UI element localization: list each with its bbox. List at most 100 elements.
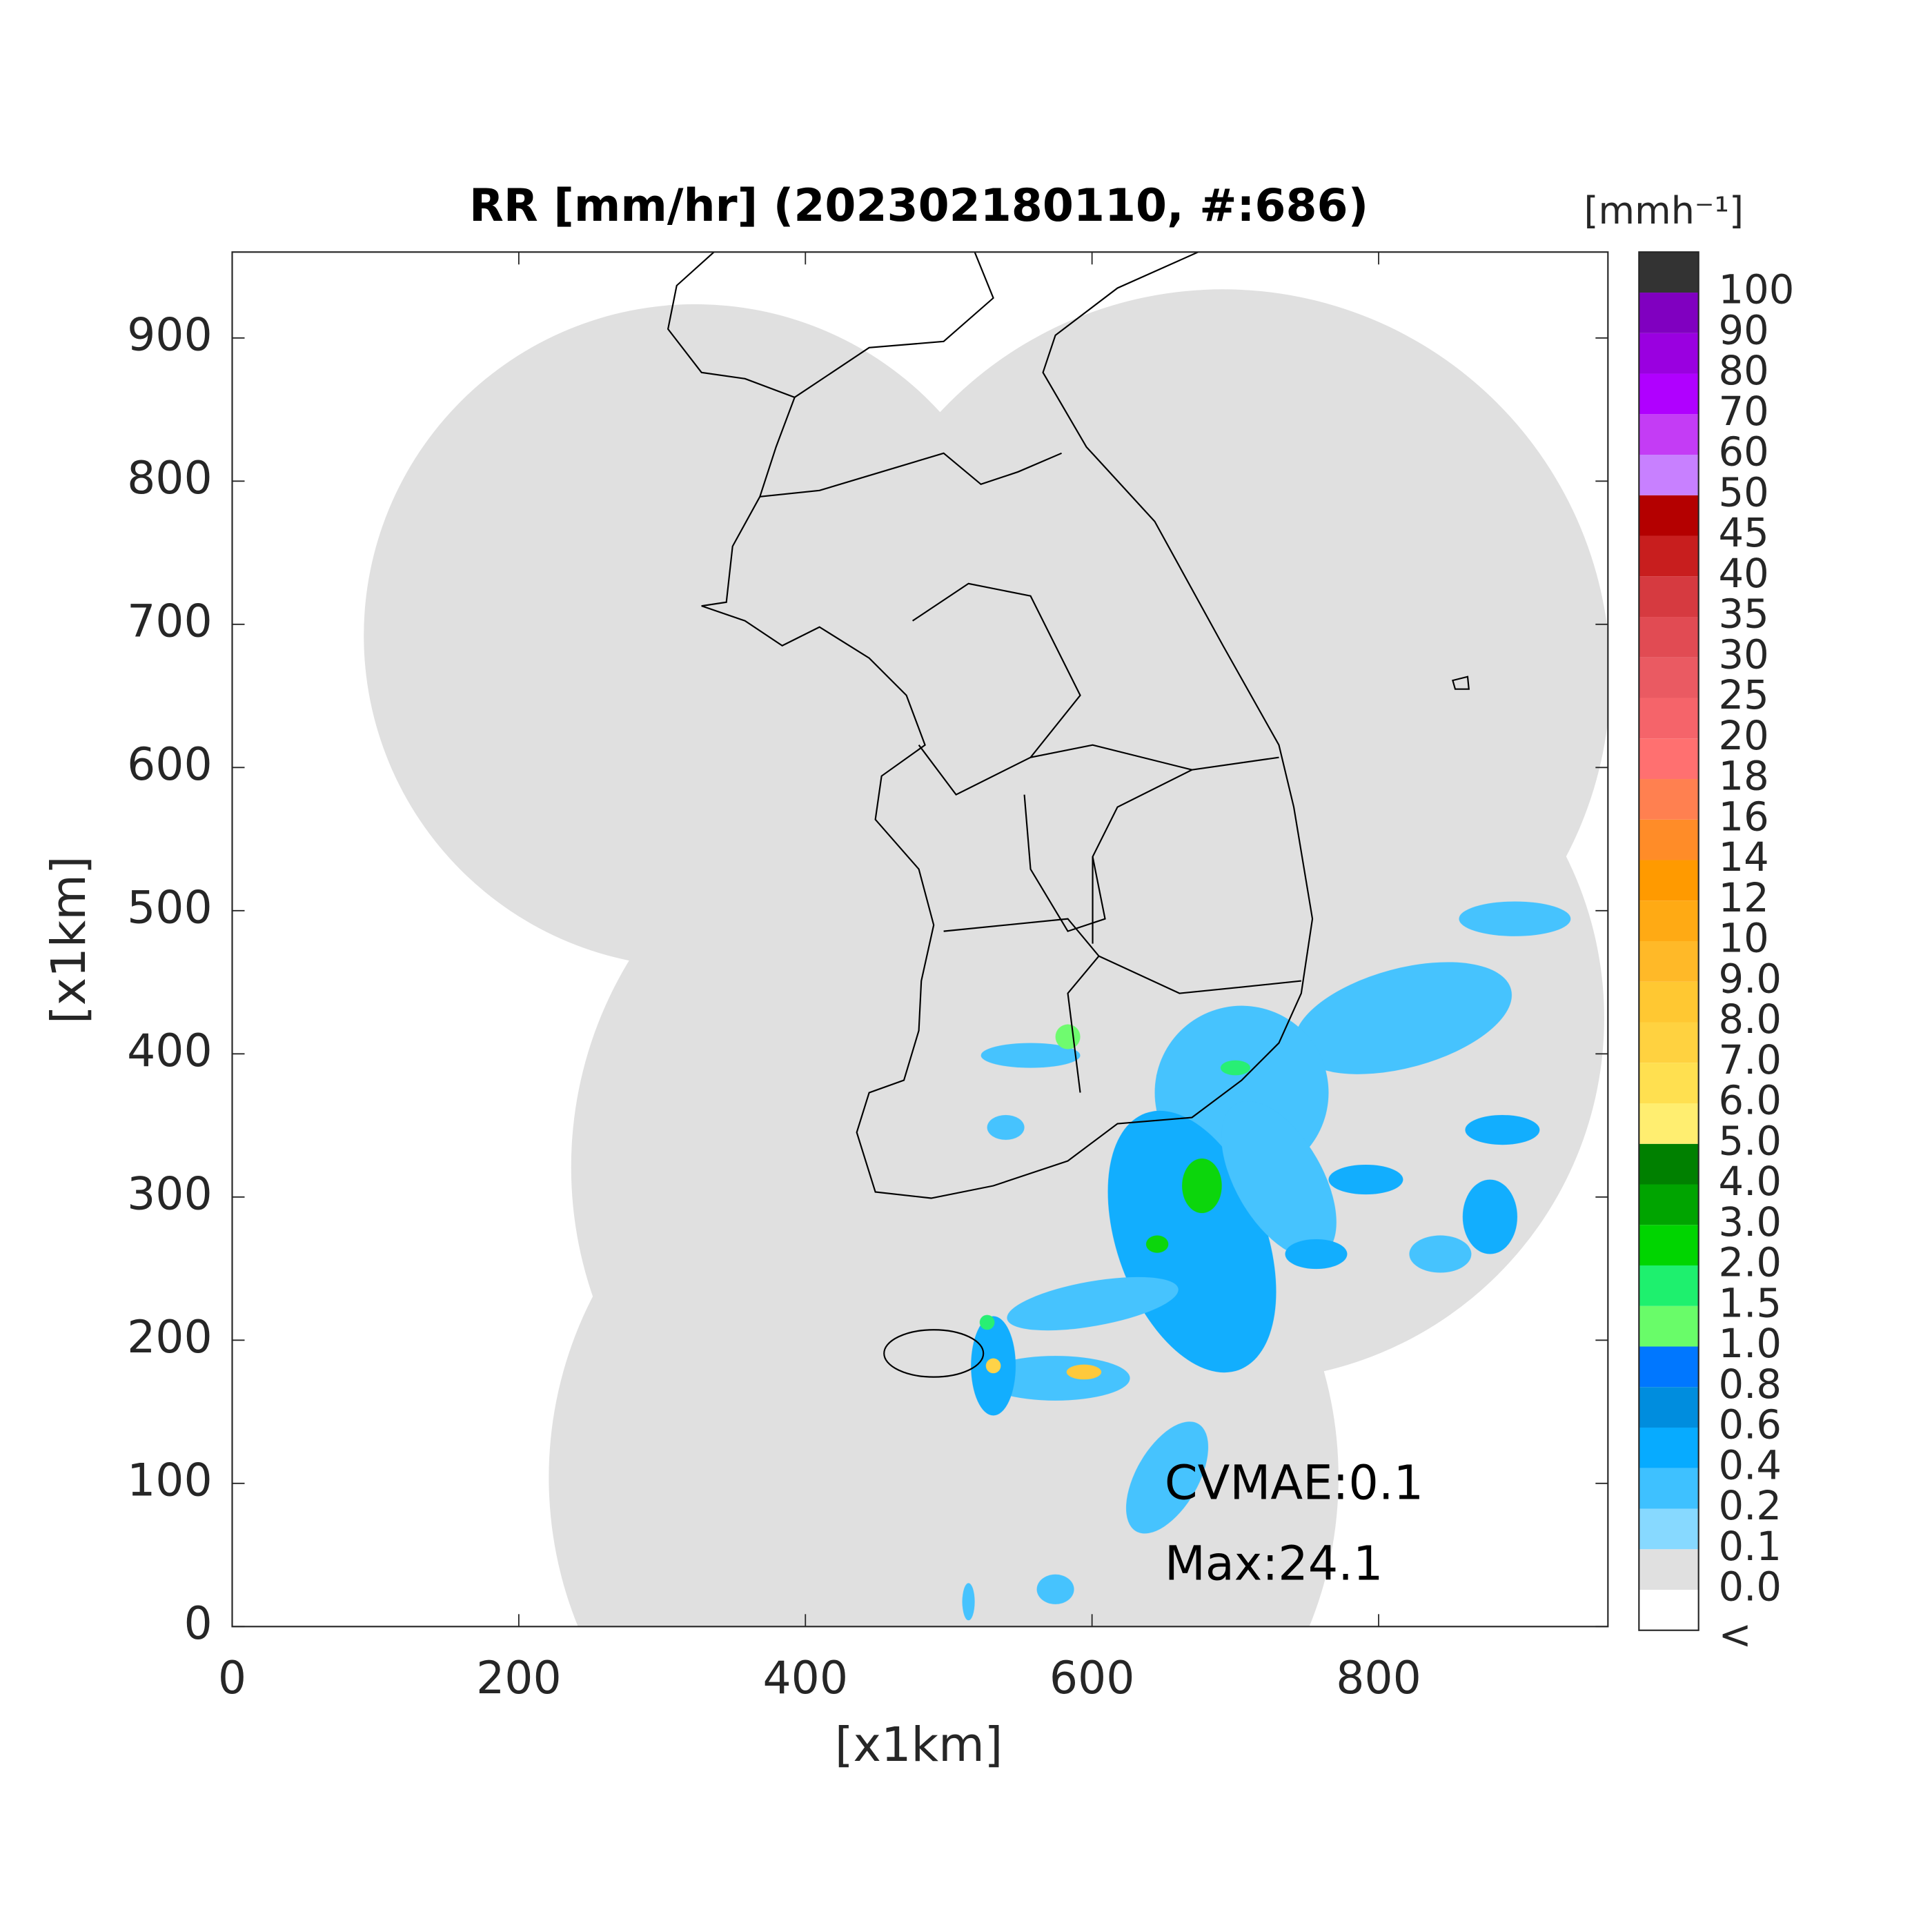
colorbar-label: 25 <box>1718 672 1768 718</box>
colorbar-segment <box>1639 779 1699 820</box>
y-tick-label: 800 <box>127 453 213 504</box>
colorbar-segment <box>1639 333 1699 374</box>
x-tick-label: 200 <box>476 1653 562 1704</box>
colorbar-segment <box>1639 1265 1699 1306</box>
rain-core <box>1145 1235 1169 1253</box>
colorbar-label: 12 <box>1718 875 1768 921</box>
colorbar-label: 4.0 <box>1718 1159 1782 1205</box>
colorbar-segment <box>1639 1063 1699 1104</box>
rain-core <box>1220 1060 1251 1076</box>
colorbar-label: 8.0 <box>1718 996 1782 1043</box>
border-path <box>912 582 1081 796</box>
colorbar-segment <box>1639 414 1699 455</box>
colorbar-label: 14 <box>1718 834 1768 880</box>
colorbar-label: 20 <box>1718 713 1768 759</box>
precipitation <box>962 901 1571 1621</box>
colorbar-label: 7.0 <box>1718 1037 1782 1083</box>
ulleung-coast <box>1452 676 1470 690</box>
colorbar-segment <box>1639 900 1699 942</box>
coverage-fill <box>633 695 1118 1118</box>
border-path <box>1023 769 1192 932</box>
colorbar-label: 35 <box>1718 591 1768 638</box>
colorbar-label: 0.1 <box>1718 1524 1782 1570</box>
x-tick-label: 800 <box>1336 1653 1421 1704</box>
rain-area <box>1409 1235 1472 1273</box>
rain-core <box>1182 1158 1222 1214</box>
border-path <box>1030 744 1279 771</box>
rain-area <box>1459 901 1571 936</box>
colorbar-segment <box>1639 1103 1699 1144</box>
colorbar-segment <box>1639 617 1699 658</box>
rain-core <box>979 1314 995 1330</box>
colorbar-segment <box>1639 252 1699 293</box>
colorbar-segment <box>1639 941 1699 982</box>
colorbar-label: 0.2 <box>1718 1483 1782 1529</box>
colorbar-segment <box>1639 1427 1699 1468</box>
colorbar-label: 18 <box>1718 753 1768 800</box>
colorbar-segment <box>1639 981 1699 1023</box>
colorbar-label: 100 <box>1718 267 1794 313</box>
colorbar-label: 60 <box>1718 429 1768 475</box>
rain-area <box>962 1583 975 1621</box>
annotation: CVMAE:0.1 <box>1165 1457 1423 1511</box>
y-tick-label: 300 <box>127 1168 213 1220</box>
colorbar-segment <box>1639 1387 1699 1428</box>
colorbar-label: 40 <box>1718 551 1768 597</box>
coastline <box>667 252 1470 1378</box>
rain-core <box>985 1358 1001 1374</box>
y-tick-label: 0 <box>184 1598 212 1650</box>
plot-frame <box>231 251 1609 1628</box>
rain-area <box>1221 1101 1337 1259</box>
colorbar-label: 50 <box>1718 469 1768 515</box>
colorbar-segment <box>1639 455 1699 495</box>
colorbar-segment <box>1639 1508 1699 1550</box>
colorbar-segment <box>1639 1346 1699 1388</box>
colorbar-label: 0.6 <box>1718 1402 1782 1448</box>
colorbar-frame <box>1638 251 1699 1631</box>
colorbar-label: 0.8 <box>1718 1361 1782 1408</box>
colorbar-segment <box>1639 1305 1699 1347</box>
colorbar-segment <box>1639 738 1699 780</box>
colorbar-label: 30 <box>1718 631 1768 678</box>
rain-area <box>1285 1239 1348 1270</box>
colorbar-segment <box>1639 698 1699 739</box>
border-path <box>794 252 994 398</box>
colorbar-label: 45 <box>1718 510 1768 556</box>
colorbar-label: 9.0 <box>1718 956 1782 1002</box>
x-tick-label: 0 <box>218 1653 246 1704</box>
coast-path <box>667 252 1314 1199</box>
colorbar-segment <box>1639 495 1699 536</box>
colorbar-segment <box>1639 1589 1699 1630</box>
rain-area <box>987 1114 1025 1140</box>
colorbar-segment <box>1639 1143 1699 1185</box>
y-tick-label: 600 <box>127 739 213 791</box>
y-tick-label: 400 <box>127 1025 213 1077</box>
rain-area <box>1294 962 1512 1074</box>
colorbar-segment <box>1639 860 1699 901</box>
y-tick-label: 100 <box>127 1455 213 1506</box>
map <box>364 252 1608 1627</box>
rain-area <box>1036 1574 1074 1604</box>
jeju-coast <box>883 1329 985 1378</box>
colorbar-segment <box>1639 293 1699 333</box>
rain-area <box>1007 1276 1179 1331</box>
rain-area <box>1465 1114 1540 1145</box>
colorbar-unit: [mmh⁻¹] <box>1584 189 1744 233</box>
colorbar-label: 16 <box>1718 793 1768 840</box>
y-tick-label: 500 <box>127 882 213 934</box>
colorbar-label: 1.0 <box>1718 1321 1782 1367</box>
colorbar-segment <box>1639 819 1699 860</box>
colorbar-segment <box>1639 1184 1699 1225</box>
y-tick-label: 700 <box>127 595 213 647</box>
colorbar-segment <box>1639 535 1699 577</box>
colorbar-label: < <box>1718 1612 1751 1658</box>
colorbar-label: 3.0 <box>1718 1199 1782 1245</box>
colorbar-segment <box>1639 1549 1699 1590</box>
rain-area <box>980 1043 1081 1068</box>
rain-core <box>1055 1024 1081 1049</box>
colorbar-label: 0.0 <box>1718 1564 1782 1610</box>
y-axis-label: [x1km] <box>42 856 97 1024</box>
border-path <box>760 452 1062 497</box>
